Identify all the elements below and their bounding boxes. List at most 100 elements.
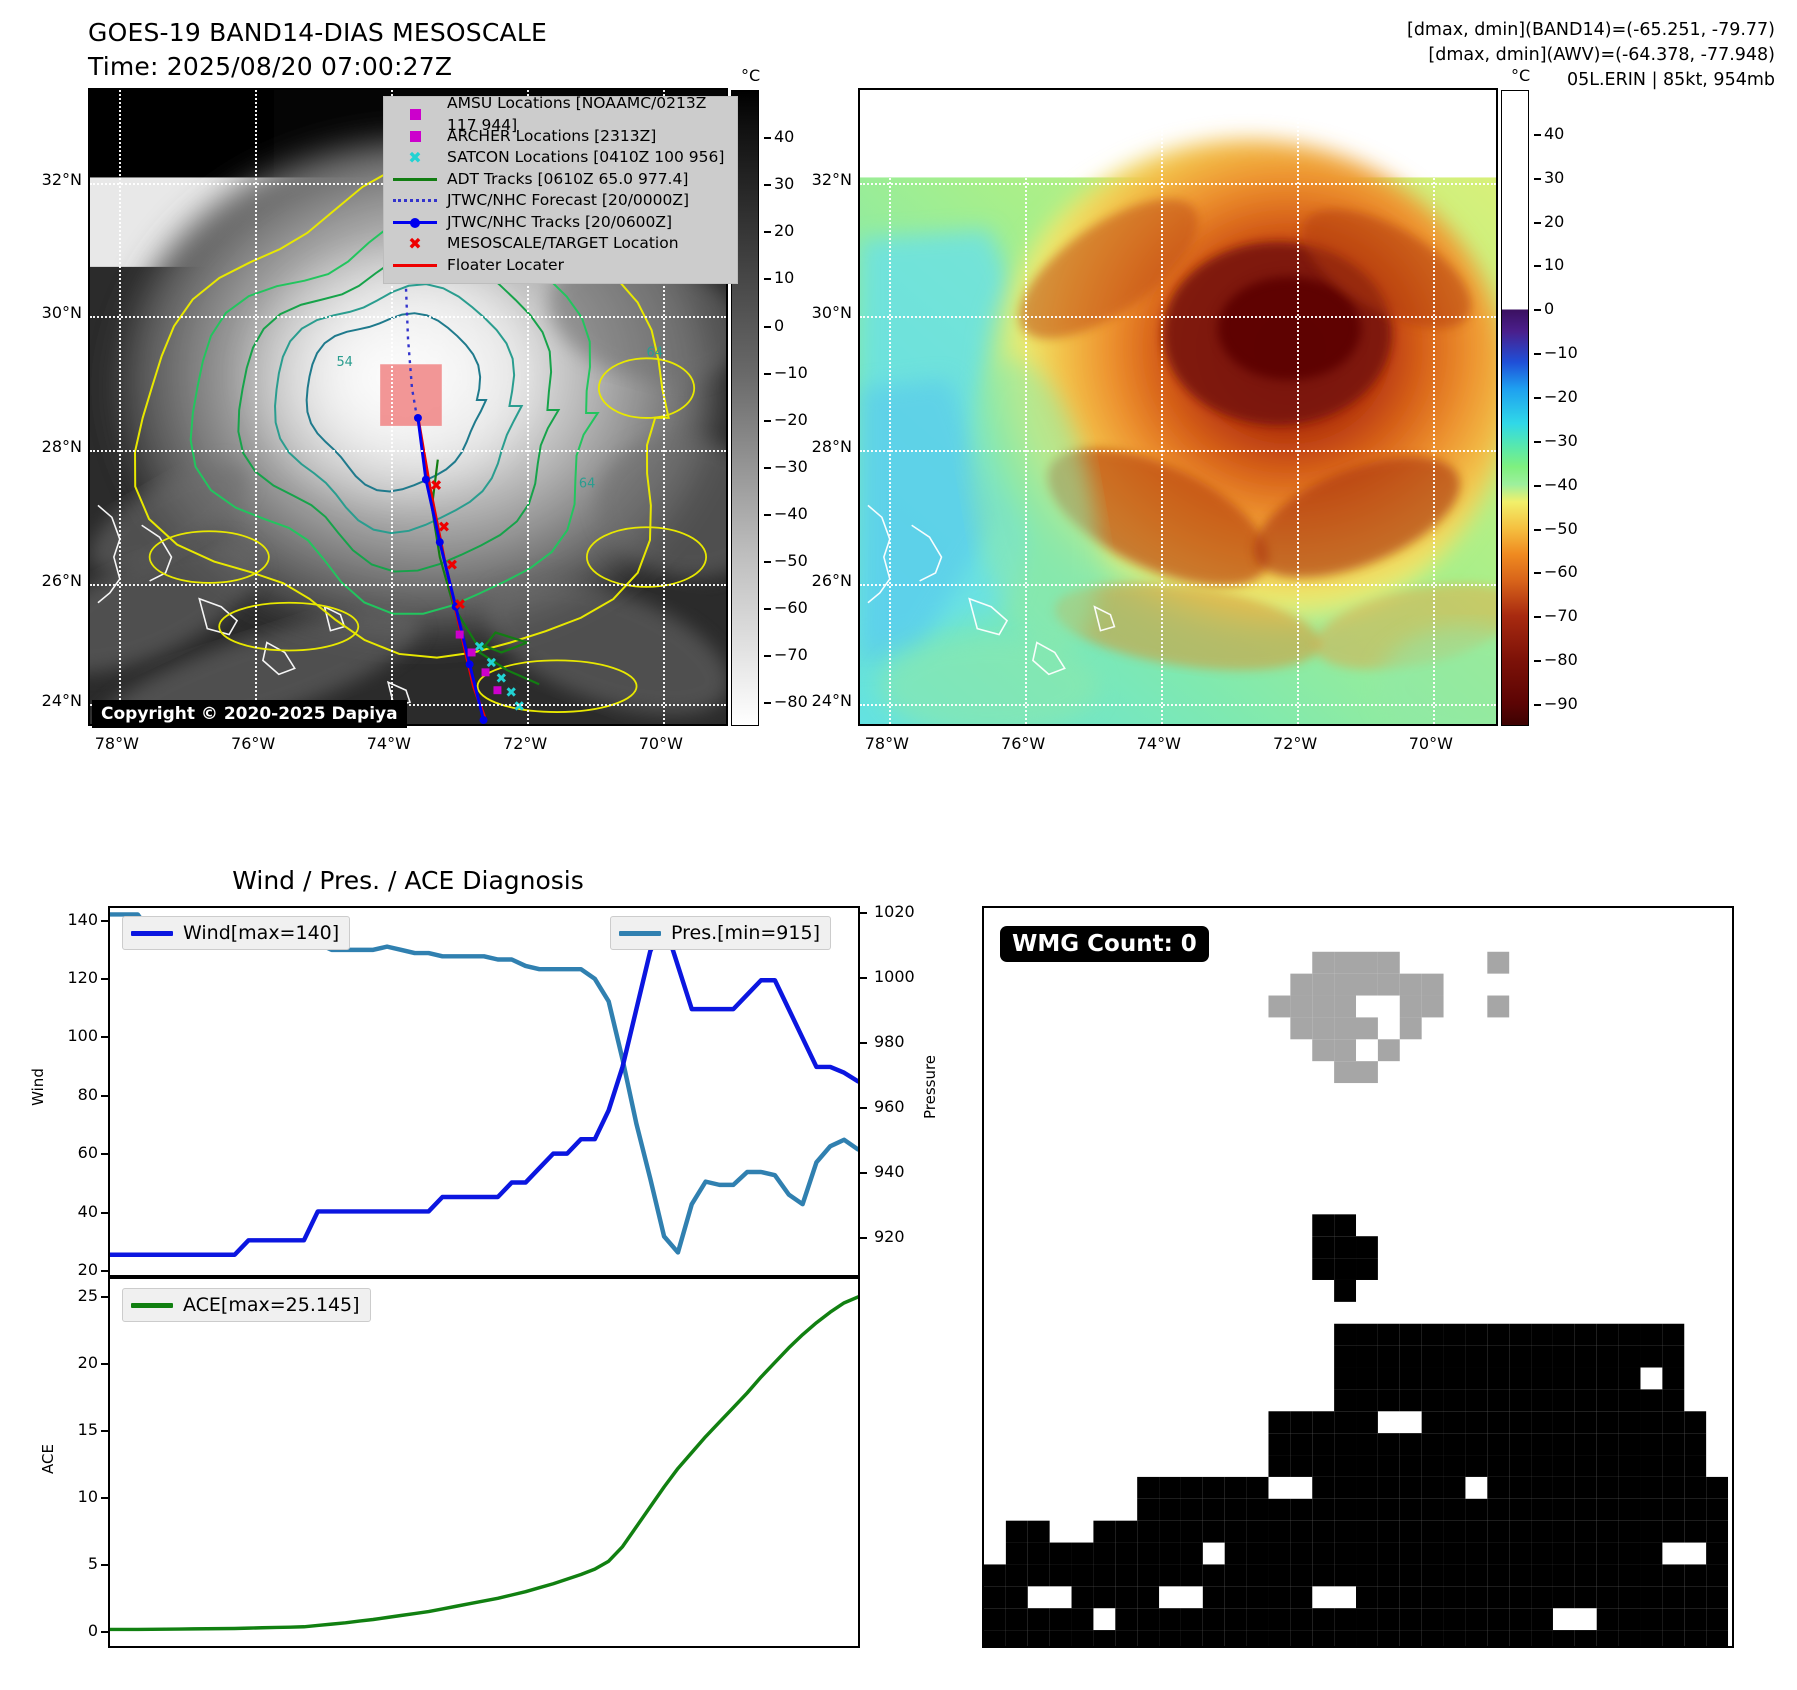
colorbar-tick-label: −40 — [774, 504, 808, 523]
left-colorbar-unit: °C — [741, 66, 761, 85]
colorbar-tick-mark — [764, 419, 771, 422]
axis-tick-mark — [101, 1630, 108, 1633]
colorbar-tick-mark — [1534, 265, 1541, 268]
map-gridline — [1160, 90, 1163, 724]
wind-legend-label: Wind[max=140] — [183, 922, 340, 944]
dotted-line-swatch — [393, 199, 437, 203]
map-legend: AMSU Locations [NOAAMC/0213Z 117 944] ARC… — [383, 94, 738, 284]
axis-tick-label: 10 — [77, 1486, 98, 1506]
pressure-legend-label: Pres.[min=915] — [671, 922, 820, 944]
right-colorbar-ticks: 40 30 20 10 0 −10 −20 −30 −40 −50 −60 −70 −80 −90 — [1534, 90, 1594, 726]
square-marker-icon — [392, 130, 438, 142]
square-swatch — [409, 130, 421, 142]
svg-text:54: 54 — [336, 355, 352, 370]
wind-pressure-plot[interactable] — [107, 906, 861, 1277]
line-with-marker-icon — [392, 217, 438, 228]
map-gridline — [118, 90, 121, 724]
pressure-legend-swatch — [619, 930, 661, 936]
colorbar-tick-label: 30 — [774, 174, 795, 194]
map-legend-item: ✖ MESOSCALE/TARGET Location — [392, 233, 727, 255]
page-title: GOES-19 BAND14-DIAS MESOSCALE Time: 2025… — [88, 16, 547, 84]
axis-tick-mark — [101, 1094, 108, 1097]
map-gridline — [1432, 90, 1435, 724]
colorbar-tick-label: 40 — [774, 127, 795, 147]
colorbar-tick-mark — [764, 561, 771, 564]
colorbar-tick-mark — [1534, 440, 1541, 443]
axis-tick-label: 20 — [77, 1260, 98, 1280]
map-legend-item: JTWC/NHC Tracks [20/0600Z] — [392, 212, 727, 234]
colorbar-tick-mark — [764, 608, 771, 611]
colorbar-tick-mark — [764, 466, 771, 469]
svg-text:✖: ✖ — [495, 671, 507, 687]
map-gridline — [390, 90, 393, 724]
wind-legend-swatch — [131, 930, 173, 936]
map-gridline — [860, 182, 1496, 185]
axis-tick-mark — [101, 1563, 108, 1566]
lon-tick-label: 72°W — [1273, 734, 1318, 753]
colorbar-tick-mark — [1534, 484, 1541, 487]
lon-tick-label: 72°W — [503, 734, 548, 753]
lat-tick-label: 28°N — [811, 437, 852, 457]
colorbar-tick-mark — [764, 231, 771, 234]
svg-text:✖: ✖ — [454, 596, 466, 614]
colorbar-tick-label: 30 — [1544, 167, 1565, 187]
colorbar-tick-label: −70 — [1544, 606, 1578, 626]
ace-legend: ACE[max=25.145] — [122, 1288, 371, 1322]
band14-range: [dmax, dmin](BAND14)=(-65.251, -79.77) — [1407, 20, 1775, 40]
colorbar-tick-label: −10 — [774, 362, 808, 382]
colorbar-tick-label: −20 — [774, 409, 808, 429]
lon-tick-label: 76°W — [1001, 734, 1046, 753]
awv-range: [dmax, dmin](AWV)=(-64.378, -77.948) — [1428, 45, 1775, 65]
map-legend-item: ARCHER Locations [2313Z] — [392, 126, 727, 148]
line-swatch — [393, 263, 437, 267]
ace-plot[interactable] — [108, 1277, 860, 1648]
colorbar-tick-label: −50 — [1544, 518, 1578, 538]
wmg-panel[interactable] — [982, 906, 1734, 1652]
axis-tick-label: 960 — [874, 1096, 905, 1116]
axis-tick-label: 25 — [77, 1286, 98, 1306]
copyright-badge: Copyright © 2020-2025 Dapiya — [92, 700, 407, 728]
colorbar-tick-mark — [1534, 616, 1541, 619]
svg-text:✖: ✖ — [513, 699, 525, 715]
awv-satellite-map[interactable] — [858, 88, 1498, 726]
colorbar-tick-label: −50 — [774, 551, 808, 571]
colorbar-tick-mark — [764, 137, 771, 140]
lon-tick-label: 74°W — [366, 734, 411, 753]
axis-tick-label: 80 — [77, 1084, 98, 1104]
colorbar-tick-label: −20 — [1544, 387, 1578, 407]
colorbar-tick-label: 0 — [774, 315, 785, 335]
awv-imagery — [860, 90, 1496, 724]
right-colorbar-unit: °C — [1511, 66, 1531, 85]
svg-text:64: 64 — [579, 476, 595, 491]
colorbar-tick-label: −30 — [774, 456, 808, 476]
colorbar-tick-label: −60 — [1544, 562, 1578, 582]
axis-tick-mark — [101, 1496, 108, 1499]
colorbar-tick-mark — [1534, 572, 1541, 575]
axis-tick-mark — [101, 1036, 108, 1039]
wmg-count-badge: WMG Count: 0 — [1000, 926, 1209, 962]
map-gridline — [90, 316, 726, 319]
map-legend-label: SATCON Locations [0410Z 100 956] — [447, 148, 725, 166]
map-legend-item: ADT Tracks [0610Z 65.0 977.4] — [392, 169, 727, 191]
header-stats: [dmax, dmin](BAND14)=(-65.251, -79.77) [… — [1075, 18, 1775, 93]
colorbar-tick-label: −70 — [774, 645, 808, 665]
line-icon — [392, 263, 438, 267]
axis-tick-mark — [860, 1171, 867, 1174]
lon-tick-label: 76°W — [231, 734, 276, 753]
lat-tick-label: 32°N — [811, 169, 852, 189]
wmg-cells — [984, 951, 1729, 1652]
svg-text:✖: ✖ — [438, 518, 450, 536]
axis-tick-label: 20 — [77, 1353, 98, 1373]
lon-tick-label: 78°W — [94, 734, 139, 753]
map-legend-label: MESOSCALE/TARGET Location — [447, 234, 679, 252]
map-gridline — [888, 90, 891, 724]
colorbar-tick-mark — [1534, 177, 1541, 180]
map-gridline — [860, 316, 1496, 319]
map-gridline — [255, 90, 258, 724]
colorbar-tick-label: −60 — [774, 598, 808, 618]
colorbar-tick-label: −80 — [1544, 650, 1578, 670]
map-legend-item: AMSU Locations [NOAAMC/0213Z 117 944] — [392, 94, 727, 134]
colorbar-tick-mark — [764, 372, 771, 375]
map-legend-item: JTWC/NHC Forecast [20/0000Z] — [392, 190, 727, 212]
map-legend-label: JTWC/NHC Tracks [20/0600Z] — [447, 212, 673, 231]
